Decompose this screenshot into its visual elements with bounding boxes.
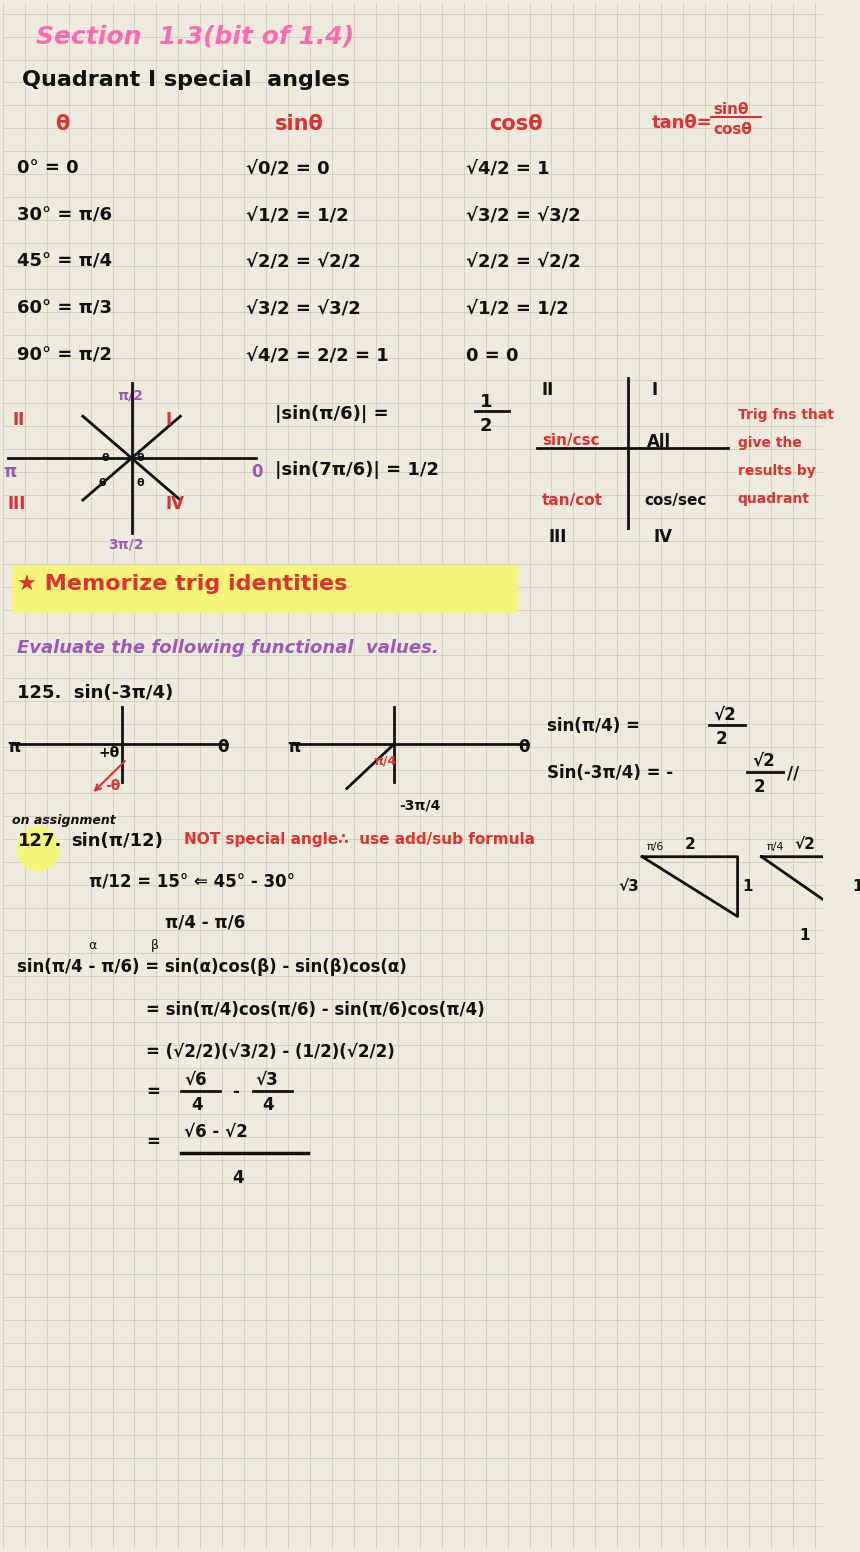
Text: √6: √6 bbox=[184, 1071, 206, 1090]
Text: on assignment: on assignment bbox=[12, 813, 116, 827]
Text: 3π/2: 3π/2 bbox=[108, 539, 144, 553]
Text: IV: IV bbox=[165, 495, 184, 514]
Text: 4: 4 bbox=[232, 1169, 243, 1187]
Text: III: III bbox=[8, 495, 26, 514]
Text: √2: √2 bbox=[794, 837, 814, 852]
Text: 2: 2 bbox=[685, 837, 695, 852]
Text: IV: IV bbox=[654, 528, 673, 546]
Text: 2: 2 bbox=[754, 778, 765, 796]
Text: √2: √2 bbox=[714, 705, 736, 723]
Text: θ: θ bbox=[137, 478, 144, 487]
Text: α: α bbox=[89, 939, 97, 953]
Text: θ: θ bbox=[137, 453, 144, 462]
Text: 2: 2 bbox=[480, 417, 493, 435]
Text: Section  1.3(bit of 1.4): Section 1.3(bit of 1.4) bbox=[36, 25, 354, 48]
Text: 4: 4 bbox=[191, 1096, 202, 1114]
Text: π: π bbox=[8, 739, 21, 756]
Text: θ: θ bbox=[55, 115, 70, 135]
Text: 45° = π/4: 45° = π/4 bbox=[17, 253, 112, 272]
Text: 90° = π/2: 90° = π/2 bbox=[17, 346, 112, 365]
Text: 2: 2 bbox=[716, 729, 728, 748]
Text: tan/cot: tan/cot bbox=[542, 494, 603, 508]
Text: π/6: π/6 bbox=[647, 841, 664, 852]
Text: NOT special angle∴  use add/sub formula: NOT special angle∴ use add/sub formula bbox=[184, 832, 535, 847]
Text: π/4: π/4 bbox=[766, 841, 783, 852]
Text: //: // bbox=[787, 764, 800, 782]
Text: √3/2 = √3/2: √3/2 = √3/2 bbox=[465, 206, 580, 223]
Text: sin(π/12): sin(π/12) bbox=[71, 832, 163, 850]
Text: |sin(π/6)| =: |sin(π/6)| = bbox=[274, 405, 389, 424]
Text: π/2: π/2 bbox=[117, 388, 144, 402]
Text: sin(π/4 - π/6) = sin(α)cos(β) - sin(β)cos(α): sin(π/4 - π/6) = sin(α)cos(β) - sin(β)co… bbox=[17, 958, 407, 976]
Text: sinθ: sinθ bbox=[274, 115, 323, 135]
Text: tanθ=: tanθ= bbox=[652, 115, 712, 132]
Text: Evaluate the following functional  values.: Evaluate the following functional values… bbox=[17, 639, 439, 658]
Text: π/12 = 15° ⇐ 45° - 30°: π/12 = 15° ⇐ 45° - 30° bbox=[89, 874, 295, 892]
Text: 1: 1 bbox=[480, 393, 493, 411]
Text: ★ Memorize trig identities: ★ Memorize trig identities bbox=[17, 574, 347, 594]
Text: β: β bbox=[150, 939, 159, 953]
Text: cos/sec: cos/sec bbox=[644, 494, 706, 508]
Text: -: - bbox=[232, 1083, 239, 1100]
Text: √1/2 = 1/2: √1/2 = 1/2 bbox=[246, 206, 349, 223]
Text: 60° = π/3: 60° = π/3 bbox=[17, 300, 112, 318]
Text: √1/2 = 1/2: √1/2 = 1/2 bbox=[465, 300, 568, 318]
Text: Sin(-3π/4) = -: Sin(-3π/4) = - bbox=[547, 764, 673, 782]
Text: II: II bbox=[12, 411, 25, 430]
Text: -3π/4: -3π/4 bbox=[399, 799, 440, 813]
Text: 0 = 0: 0 = 0 bbox=[465, 346, 518, 365]
Text: Quadrant I special  angles: Quadrant I special angles bbox=[22, 70, 350, 90]
Text: 1: 1 bbox=[852, 878, 860, 894]
Text: 127.: 127. bbox=[18, 832, 63, 850]
Text: √4/2 = 1: √4/2 = 1 bbox=[465, 160, 550, 177]
Text: θ: θ bbox=[101, 453, 108, 462]
Text: +θ: +θ bbox=[98, 747, 120, 760]
Text: θ: θ bbox=[98, 478, 106, 487]
Bar bbox=[12, 565, 518, 613]
Text: III: III bbox=[549, 528, 567, 546]
Text: π: π bbox=[3, 462, 16, 481]
Text: I: I bbox=[652, 382, 658, 399]
Text: sin/csc: sin/csc bbox=[542, 433, 599, 449]
Text: = (√2/2)(√3/2) - (1/2)(√2/2): = (√2/2)(√3/2) - (1/2)(√2/2) bbox=[146, 1043, 395, 1062]
Text: √3: √3 bbox=[255, 1071, 279, 1090]
Text: 0: 0 bbox=[251, 462, 262, 481]
Text: cosθ: cosθ bbox=[489, 115, 544, 135]
Text: All: All bbox=[647, 433, 671, 452]
Text: 0: 0 bbox=[518, 739, 530, 756]
Text: 30° = π/6: 30° = π/6 bbox=[17, 206, 112, 223]
Text: √2/2 = √2/2: √2/2 = √2/2 bbox=[465, 253, 580, 272]
Text: √3/2 = √3/2: √3/2 = √3/2 bbox=[246, 300, 361, 318]
Text: √2: √2 bbox=[752, 753, 775, 770]
Text: π/4: π/4 bbox=[373, 754, 396, 767]
Text: II: II bbox=[542, 382, 554, 399]
Text: give the: give the bbox=[738, 436, 802, 450]
Text: 0: 0 bbox=[218, 739, 229, 756]
Text: sinθ: sinθ bbox=[714, 102, 749, 118]
Text: √4/2 = 2/2 = 1: √4/2 = 2/2 = 1 bbox=[246, 346, 389, 365]
Text: √3: √3 bbox=[618, 878, 639, 894]
Text: √2/2 = √2/2: √2/2 = √2/2 bbox=[246, 253, 361, 272]
Text: sin(π/4) =: sin(π/4) = bbox=[547, 717, 640, 736]
Text: =: = bbox=[146, 1083, 160, 1100]
Text: 1: 1 bbox=[742, 878, 752, 894]
Text: quadrant: quadrant bbox=[738, 492, 809, 506]
Text: π/4 - π/6: π/4 - π/6 bbox=[165, 914, 245, 931]
Text: = sin(π/4)cos(π/6) - sin(π/6)cos(π/4): = sin(π/4)cos(π/6) - sin(π/6)cos(π/4) bbox=[146, 1001, 485, 1020]
Text: Trig fns that: Trig fns that bbox=[738, 408, 833, 422]
Text: √6 - √2: √6 - √2 bbox=[184, 1122, 248, 1141]
Text: I: I bbox=[165, 411, 171, 430]
Text: 0° = 0: 0° = 0 bbox=[17, 160, 79, 177]
Text: -θ: -θ bbox=[105, 779, 120, 793]
Text: 125.  sin(-3π/4): 125. sin(-3π/4) bbox=[17, 684, 174, 703]
Circle shape bbox=[17, 827, 59, 871]
Text: √0/2 = 0: √0/2 = 0 bbox=[246, 160, 329, 177]
Text: |sin(7π/6)| = 1/2: |sin(7π/6)| = 1/2 bbox=[274, 461, 439, 480]
Text: results by: results by bbox=[738, 464, 815, 478]
Text: 1: 1 bbox=[799, 928, 809, 944]
Text: =: = bbox=[146, 1133, 160, 1150]
Text: 4: 4 bbox=[262, 1096, 274, 1114]
Text: cosθ: cosθ bbox=[714, 123, 752, 137]
Text: π: π bbox=[287, 739, 300, 756]
